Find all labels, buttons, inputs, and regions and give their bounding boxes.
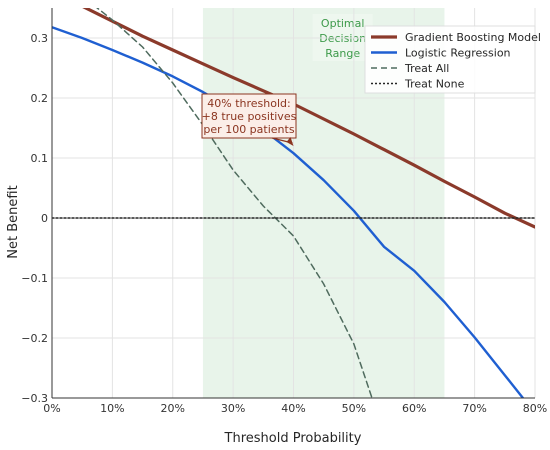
y-tick-label: −0.1 (21, 272, 48, 285)
y-tick-label: −0.3 (21, 392, 48, 405)
annotation-line: per 100 patients (203, 123, 294, 136)
legend: Gradient Boosting Model Logistic Regressi… (364, 25, 541, 94)
region-label-line: Optimal (321, 17, 365, 30)
annotation-line: +8 true positives (202, 110, 297, 123)
annotation-box (201, 93, 297, 139)
x-tick-label: 40% (281, 402, 305, 415)
legend-label: Treat All (404, 62, 449, 75)
series-line-logistic-regression (52, 26, 525, 398)
x-tick-label: 80% (523, 402, 547, 415)
y-tick-label: −0.2 (21, 332, 48, 345)
x-tick-label: 10% (100, 402, 124, 415)
x-tick-label: 70% (462, 402, 486, 415)
x-tick-label: 0% (43, 402, 60, 415)
annotation-line: 40% threshold: (207, 97, 290, 110)
y-tick-label: 0.3 (31, 32, 49, 45)
x-tick-label: 30% (221, 402, 245, 415)
y-tick-label: 0.1 (31, 152, 49, 165)
x-axis-title: Threshold Probability (224, 431, 362, 446)
axes (51, 8, 535, 399)
legend-label: Treat None (404, 78, 465, 91)
x-tick-label: 50% (342, 402, 366, 415)
x-tick-label: 60% (402, 402, 426, 415)
region-label-line: Range (325, 47, 360, 60)
legend-label: Gradient Boosting Model (405, 31, 541, 44)
annotation-arrowhead (286, 137, 294, 146)
series-line-treat-all (96, 8, 373, 398)
legend-label: Logistic Regression (405, 47, 511, 60)
x-tick-label: 20% (161, 402, 185, 415)
y-tick-label: 0.2 (31, 92, 49, 105)
y-axis-title: Net Benefit (6, 185, 21, 258)
y-tick-label: 0 (41, 212, 48, 225)
tick-labels: 0% 10% 20% 30% 40% 50% 60% 70% 80% −0.3 −0.2 −0.1 0 0… (21, 32, 547, 415)
